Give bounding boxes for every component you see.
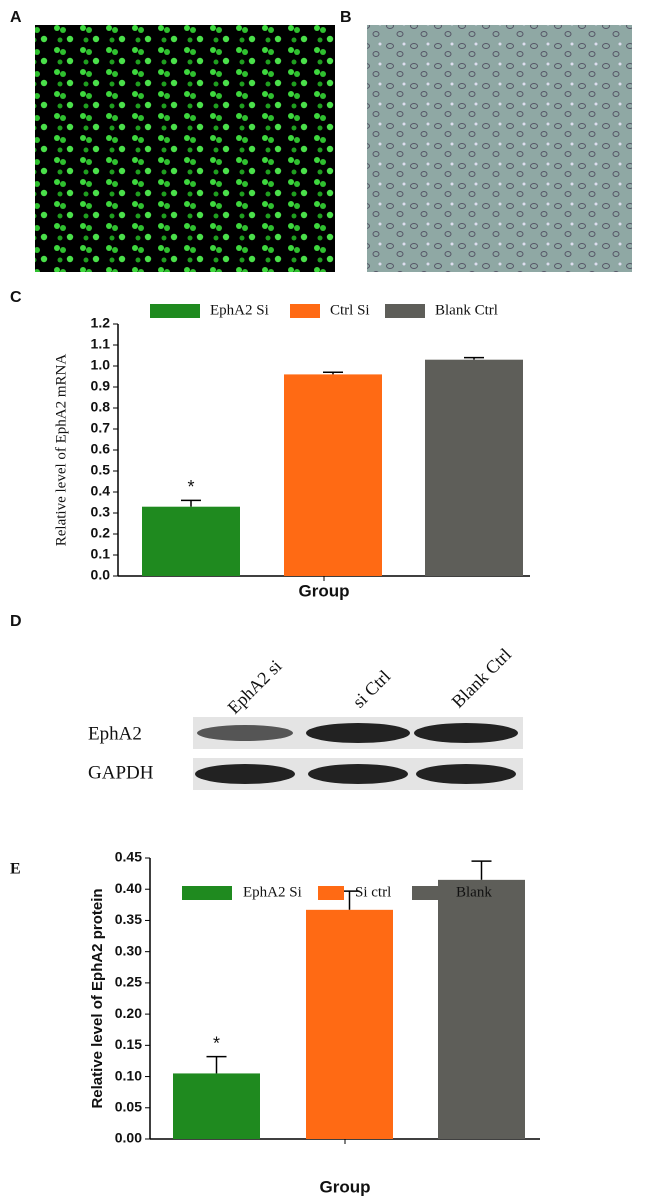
panel-label: D (10, 613, 22, 630)
row-label: EphA2 (88, 723, 142, 744)
y-axis-label: Relative level of EphA2 mRNA (53, 354, 69, 547)
legend-label: EphA2 Si (243, 884, 302, 900)
y-tick-label: 1.0 (91, 357, 111, 373)
legend-label: Ctrl Si (330, 302, 370, 318)
y-tick-label: 0.0 (91, 567, 111, 583)
y-tick-label: 0.00 (115, 1130, 142, 1146)
western-blot: EphA2 si si Ctrl Blank Ctrl EphA2 GAPDH (88, 644, 523, 790)
legend-label: Blank Ctrl (435, 302, 498, 318)
row-label: GAPDH (88, 762, 154, 783)
panel-label: A (10, 9, 22, 26)
y-tick-label: 0.6 (91, 441, 111, 457)
bar (173, 1073, 260, 1139)
y-tick-label: 1.2 (91, 315, 111, 331)
legend-label: Si ctrl (355, 884, 391, 900)
y-tick-label: 0.7 (91, 420, 111, 436)
y-tick-label: 0.8 (91, 399, 111, 415)
band (195, 764, 295, 784)
y-tick-label: 0.1 (91, 546, 111, 562)
bar (306, 909, 393, 1139)
y-tick-label: 0.4 (91, 483, 111, 499)
y-tick-label: 0.20 (115, 1005, 142, 1021)
y-tick-label: 0.30 (115, 942, 142, 958)
lane-label: Blank Ctrl (448, 644, 516, 712)
lane-label: EphA2 si (224, 656, 286, 718)
y-axis-label: Relative level of EphA2 protein (89, 888, 106, 1108)
y-tick-label: 0.2 (91, 525, 111, 541)
y-tick-label: 0.10 (115, 1067, 142, 1083)
legend-swatch (412, 886, 445, 900)
panel-label: C (10, 289, 22, 306)
y-tick-label: 0.5 (91, 462, 111, 478)
y-tick-label: 0.45 (115, 849, 142, 865)
x-axis-label: Group (299, 581, 350, 600)
y-tick-label: 0.3 (91, 504, 111, 520)
bar (425, 359, 523, 576)
fluorescence-cells (35, 25, 335, 272)
legend-label: Blank (456, 884, 492, 900)
x-axis-label: Group (320, 1177, 371, 1196)
y-tick-label: 1.1 (91, 336, 111, 352)
band (197, 725, 293, 741)
band (308, 764, 408, 784)
y-tick-label: 0.40 (115, 880, 142, 896)
panel-label: E (10, 861, 21, 878)
bar (438, 879, 525, 1139)
y-tick-label: 0.35 (115, 911, 142, 927)
bar (284, 374, 382, 576)
panel-label: B (340, 9, 352, 26)
legend-swatch (385, 304, 425, 318)
legend-swatch (150, 304, 200, 318)
y-tick-label: 0.15 (115, 1036, 142, 1052)
y-tick-label: 0.9 (91, 378, 111, 394)
legend-swatch (182, 886, 232, 900)
legend-label: EphA2 Si (210, 302, 269, 318)
legend-swatch (290, 304, 320, 318)
band (414, 723, 518, 743)
band (416, 764, 516, 784)
legend-swatch (318, 886, 344, 900)
bar (142, 506, 240, 576)
y-tick-label: 0.05 (115, 1098, 142, 1114)
brightfield-cells (367, 25, 632, 272)
y-tick-label: 0.25 (115, 974, 142, 990)
annotation: * (213, 1033, 220, 1053)
band (306, 723, 410, 743)
annotation: * (187, 477, 194, 497)
lane-label: si Ctrl (349, 666, 395, 712)
